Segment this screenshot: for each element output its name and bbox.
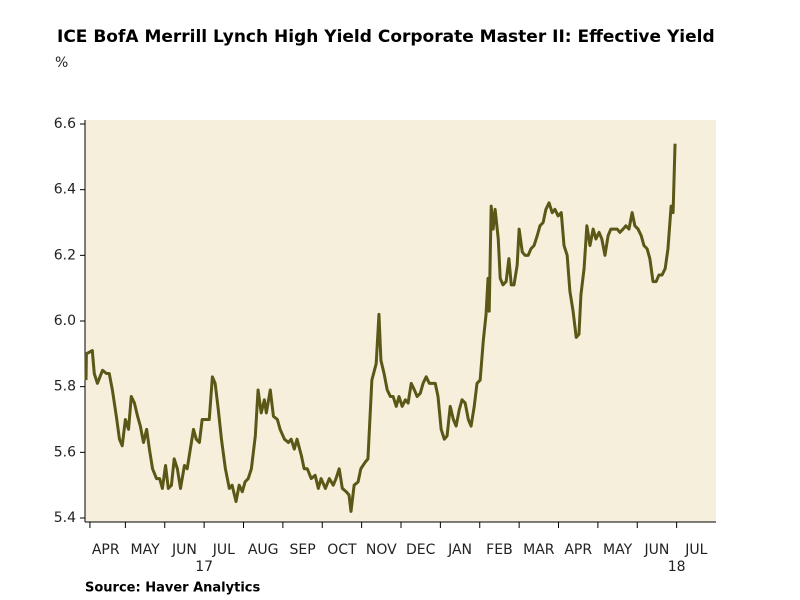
x-tick-label: SEP <box>289 542 315 558</box>
x-tick-label: JAN <box>447 542 472 558</box>
y-tick-label: 5.6 <box>54 444 76 460</box>
x-tick-label: MAR <box>523 542 555 558</box>
x-tick-label: DEC <box>406 542 436 558</box>
data-line <box>84 143 677 513</box>
year-label: 17 <box>195 559 213 575</box>
x-tick-label: OCT <box>327 542 357 558</box>
x-tick-label: JUN <box>171 542 197 558</box>
y-tick-label: 6.0 <box>54 313 76 329</box>
x-tick-label: JUN <box>644 542 670 558</box>
x-tick-label: APR <box>92 542 120 558</box>
x-tick-label: MAY <box>131 542 161 558</box>
x-tick-label: APR <box>564 542 592 558</box>
y-tick-label: 5.8 <box>54 379 76 395</box>
x-tick-label: NOV <box>366 542 397 558</box>
x-tick-label: MAY <box>603 542 633 558</box>
chart-title: ICE BofA Merrill Lynch High Yield Corpor… <box>57 27 715 47</box>
y-tick-label: 6.6 <box>54 116 76 132</box>
x-tick-label: FEB <box>486 542 513 558</box>
y-tick-label: 5.4 <box>54 510 76 526</box>
plot-background <box>85 120 716 522</box>
x-tick-label: JUL <box>684 542 707 558</box>
year-label: 18 <box>668 559 686 575</box>
y-tick-label: 6.4 <box>54 182 76 198</box>
y-unit-label: % <box>55 55 68 71</box>
y-tick-label: 6.2 <box>54 247 76 263</box>
source-note: Source: Haver Analytics <box>85 581 260 596</box>
x-tick-label: AUG <box>248 542 279 558</box>
x-tick-label: JUL <box>212 542 235 558</box>
